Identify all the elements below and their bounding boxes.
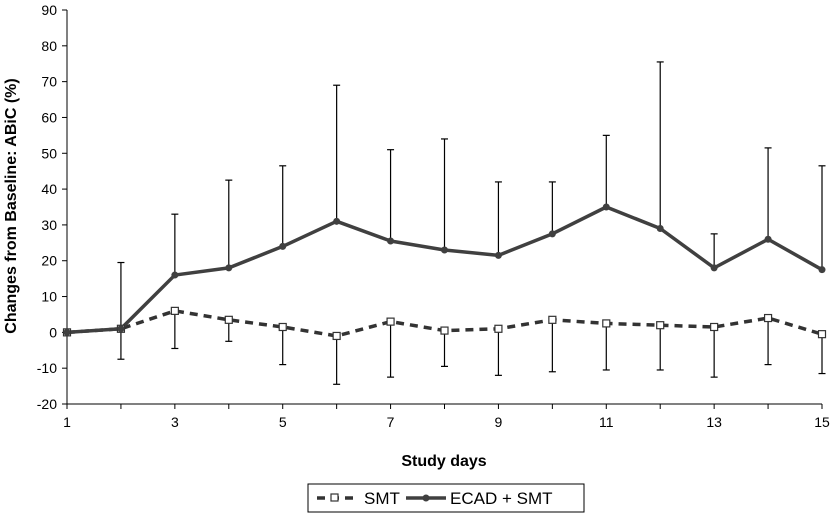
data-point-ecad-smt <box>117 325 125 333</box>
data-point-ecad-smt <box>63 328 71 336</box>
data-point-smt <box>170 306 179 315</box>
data-point-ecad-smt <box>710 264 718 272</box>
y-tick-label: -10 <box>37 360 57 376</box>
x-tick-label: 13 <box>706 414 722 430</box>
data-point-ecad-smt <box>602 203 610 211</box>
data-point-smt <box>817 330 827 339</box>
series-markers <box>62 203 827 341</box>
data-point-smt <box>278 322 287 332</box>
data-point-smt <box>548 315 557 324</box>
error-bars <box>117 61 826 385</box>
legend-marker-smt <box>330 493 339 502</box>
x-tick-label: 11 <box>599 414 614 430</box>
y-tick-label: 90 <box>41 2 57 18</box>
data-point-smt <box>386 317 395 326</box>
data-point-ecad-smt <box>818 266 826 274</box>
data-point-ecad-smt <box>387 237 395 245</box>
data-point-smt <box>224 315 233 324</box>
data-point-smt <box>763 313 773 323</box>
data-point-smt <box>602 319 611 328</box>
data-point-ecad-smt <box>279 242 287 250</box>
y-tick-label: 70 <box>41 74 57 90</box>
y-tick-label: 80 <box>41 38 57 54</box>
legend-marker-ecad <box>422 494 430 502</box>
x-tick-label: 7 <box>387 414 395 430</box>
y-tick-label: 10 <box>41 289 57 305</box>
data-point-smt <box>494 324 503 333</box>
data-point-ecad-smt <box>441 246 448 254</box>
x-tick-label: 15 <box>814 414 830 430</box>
x-tick-label: 1 <box>63 414 71 430</box>
data-point-smt <box>332 331 341 341</box>
y-tick-label: 50 <box>41 145 57 161</box>
y-axis-title: Changes from Baseline: ABiC (%) <box>3 78 20 333</box>
y-tick-label: 20 <box>41 253 57 269</box>
data-point-smt <box>440 326 449 335</box>
axes <box>62 9 823 409</box>
y-tick-label: 30 <box>41 217 57 233</box>
x-tick-label: 5 <box>279 414 287 430</box>
legend-label-ecad: ECAD + SMT <box>450 489 553 508</box>
y-tick-label: -20 <box>37 396 57 412</box>
data-point-ecad-smt <box>494 251 502 259</box>
data-point-ecad-smt <box>333 217 341 225</box>
data-point-ecad-smt <box>764 235 772 243</box>
x-axis-title: Study days <box>401 453 486 470</box>
x-tick-label: 9 <box>495 414 503 430</box>
data-point-smt <box>710 322 719 332</box>
y-tick-label: 0 <box>49 324 57 340</box>
y-tick-label: 60 <box>41 109 57 125</box>
data-point-smt <box>656 321 665 330</box>
y-tick-label: 40 <box>41 181 57 197</box>
data-point-ecad-smt <box>548 230 556 238</box>
legend: SMT ECAD + SMT <box>307 483 585 513</box>
data-point-ecad-smt <box>225 264 233 272</box>
data-point-ecad-smt <box>171 271 179 279</box>
legend-label-smt: SMT <box>364 489 400 508</box>
data-point-ecad-smt <box>656 224 664 232</box>
x-tick-label: 3 <box>171 414 179 430</box>
